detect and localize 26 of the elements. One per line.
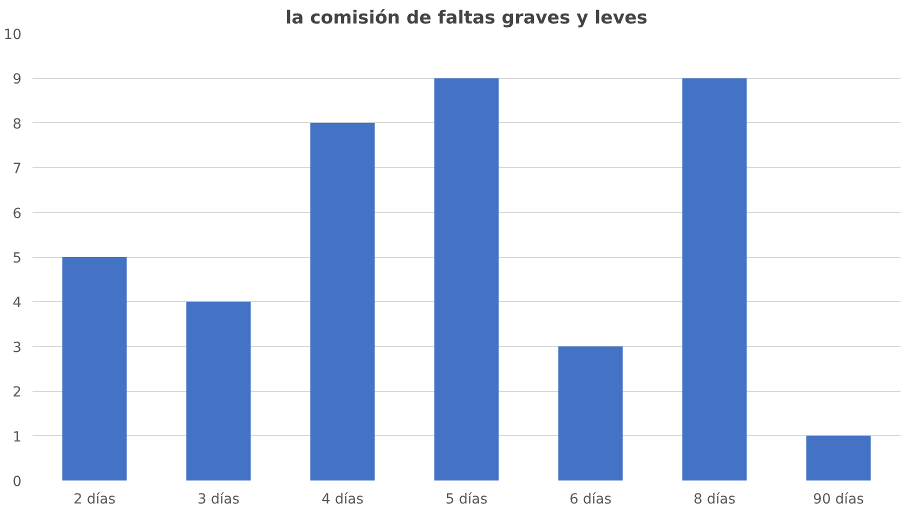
x-tick-label: 3 días [197, 492, 240, 508]
x-tick-label: 90 días [813, 492, 864, 508]
bar [682, 78, 747, 480]
bar [186, 302, 251, 480]
y-tick-label: 1 [12, 429, 22, 446]
y-tick-label: 0 [12, 474, 22, 490]
bar [434, 78, 499, 480]
chart-title: la comisión de faltas graves y leves [286, 8, 648, 28]
y-tick-label: 2 [12, 384, 22, 401]
y-tick-label: 9 [12, 72, 22, 88]
y-tick-label: 4 [12, 295, 22, 312]
y-tick-label: 7 [12, 161, 22, 178]
x-tick-label: 4 días [321, 492, 364, 508]
y-tick-label: 3 [12, 340, 22, 356]
bar [62, 257, 127, 480]
x-tick-label: 5 días [445, 492, 488, 508]
bar [558, 346, 623, 480]
bar [806, 436, 871, 480]
y-tick-label: 8 [12, 116, 22, 132]
x-tick-label: 6 días [569, 492, 612, 508]
y-tick-label: 6 [12, 206, 22, 222]
x-tick-label: 2 días [73, 492, 116, 508]
x-tick-label: 8 días [693, 492, 736, 508]
bar [310, 122, 375, 480]
y-tick-label: 5 [12, 250, 22, 266]
y-tick-label: 10 [4, 27, 22, 43]
